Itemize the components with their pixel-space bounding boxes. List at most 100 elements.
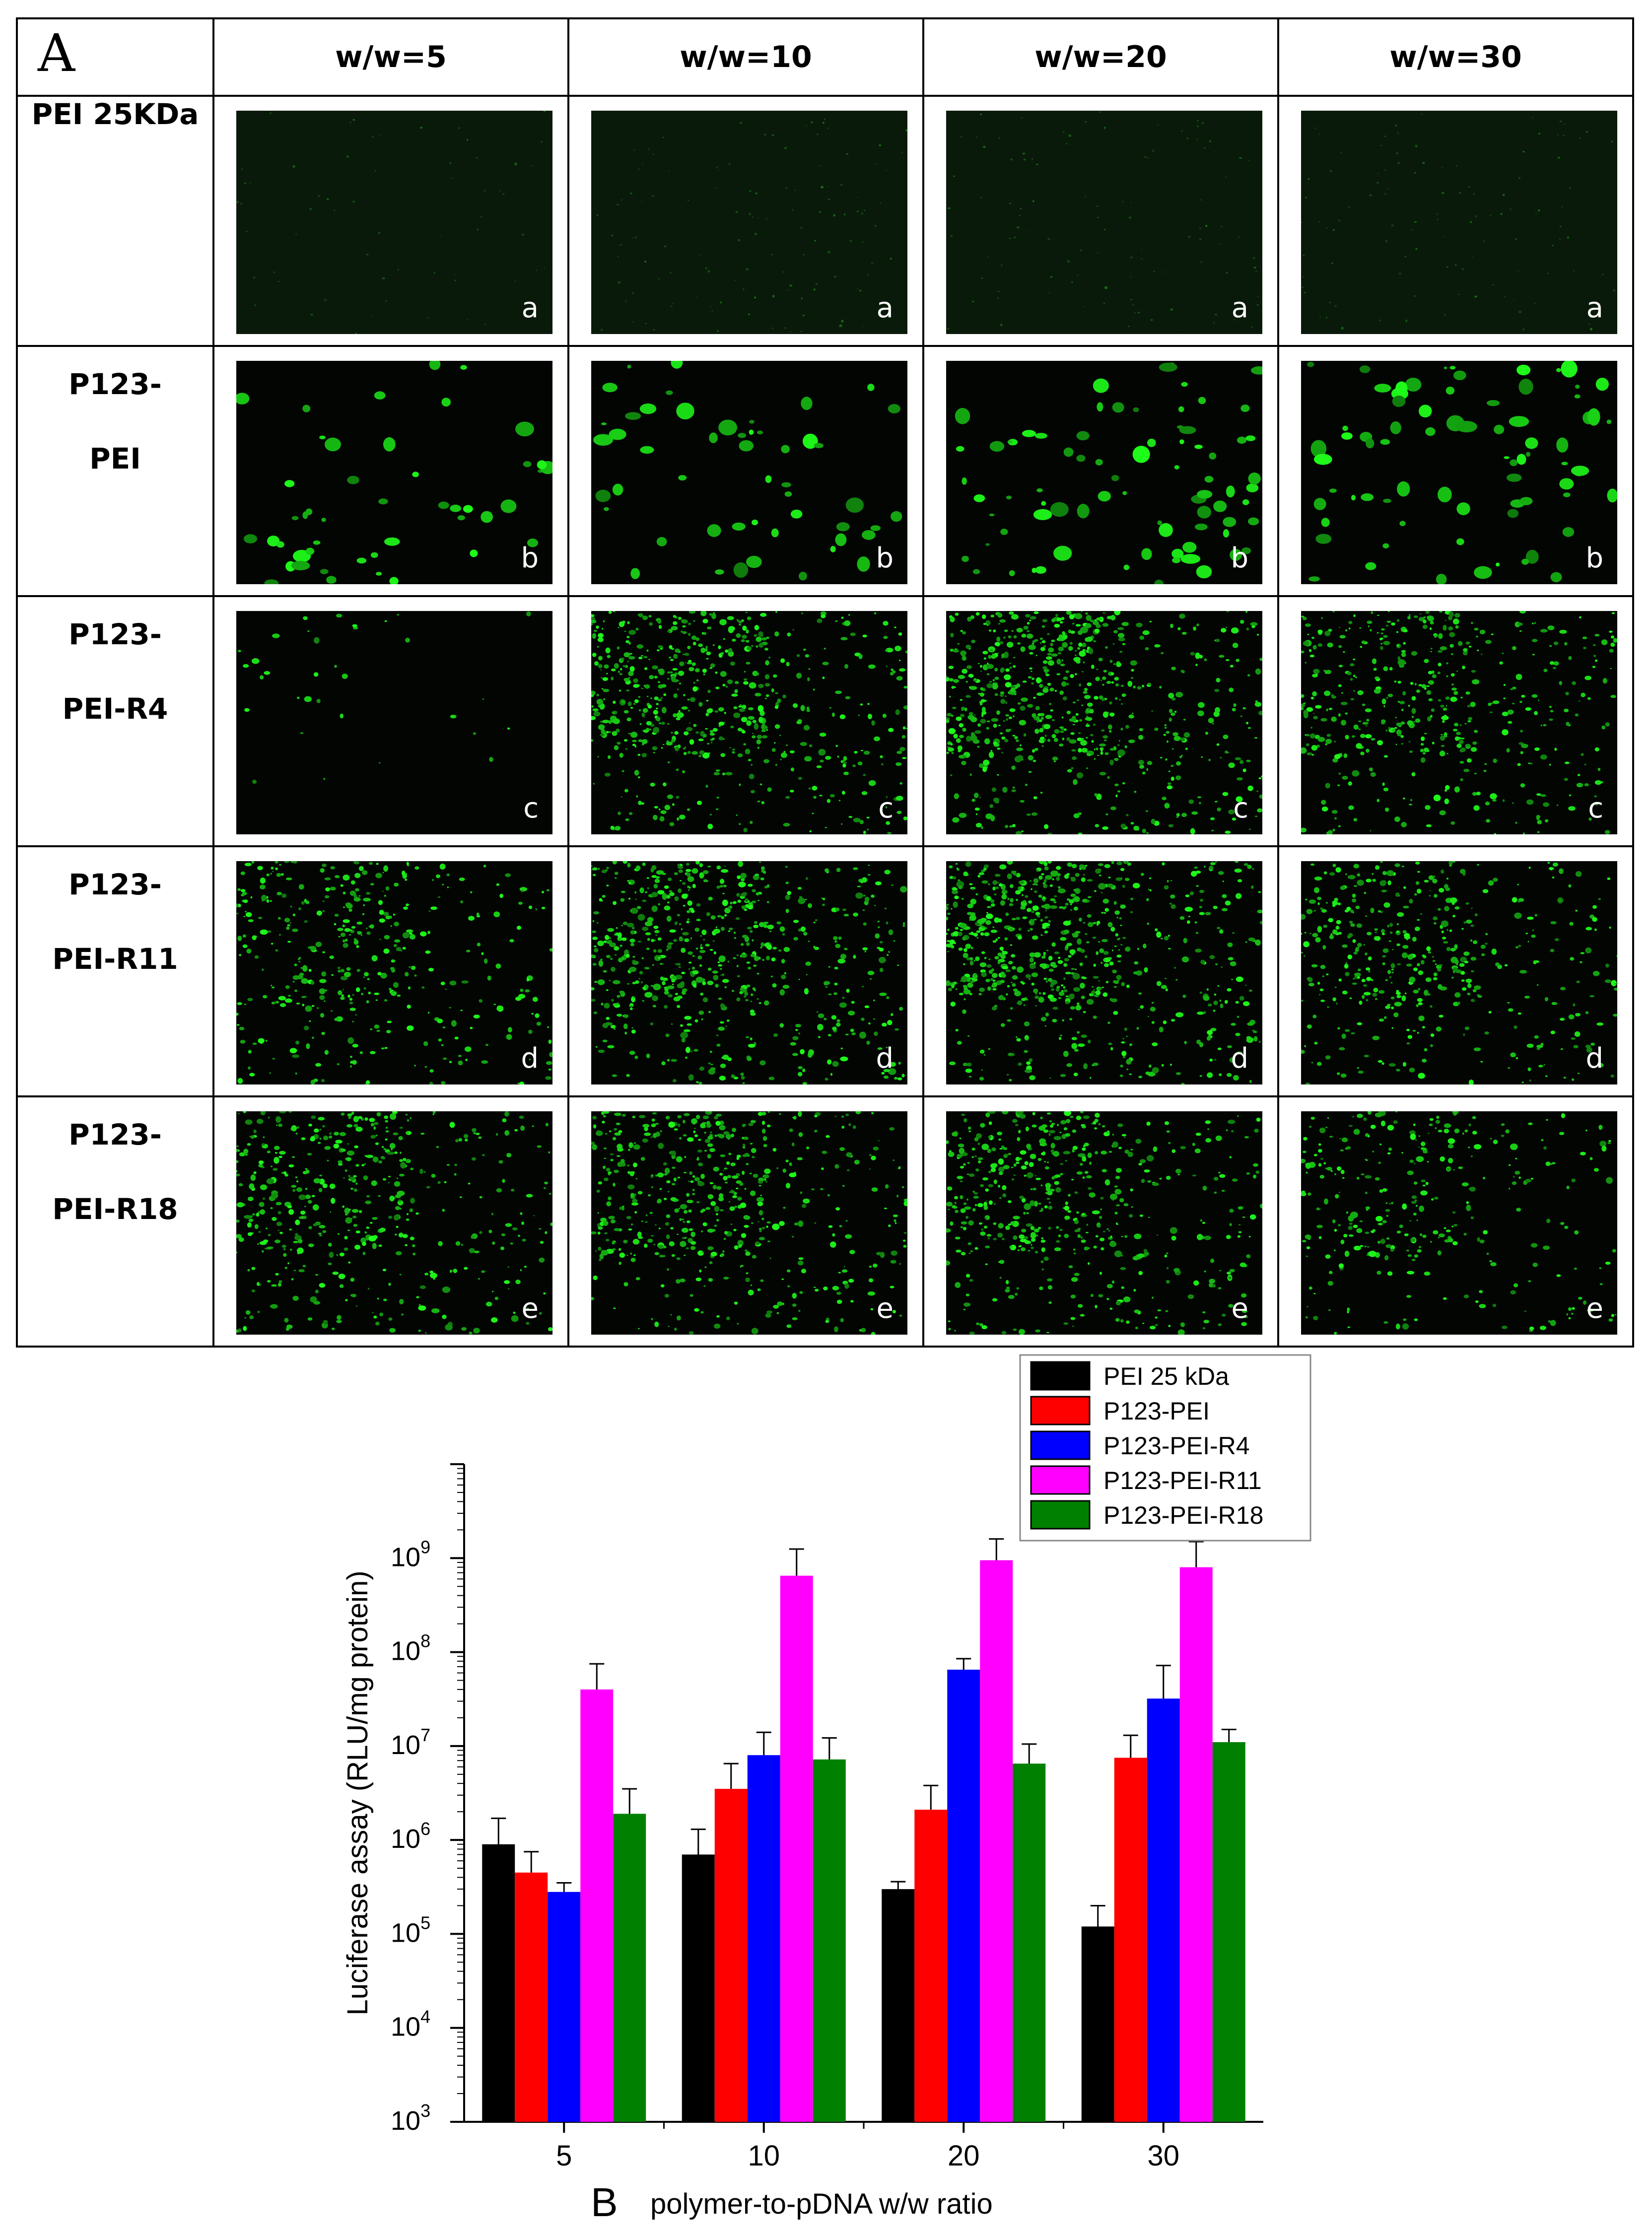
sub-panel-letter: b (1585, 542, 1603, 574)
micrograph-cell: b (567, 345, 924, 597)
legend-swatch (1030, 1465, 1091, 1495)
bar (1114, 1758, 1147, 2122)
micrograph-cell: e (922, 1095, 1279, 1348)
bar (714, 1789, 748, 2122)
micrograph-cell: d (922, 845, 1279, 1097)
column-header: w/w=5 (212, 17, 569, 97)
y-tick-label: 104 (391, 2007, 430, 2042)
fluorescence-micrograph: a (236, 111, 552, 334)
sub-panel-letter: b (1231, 542, 1248, 574)
fluorescence-micrograph: d (236, 861, 552, 1084)
column-header: w/w=20 (922, 17, 1279, 97)
sub-panel-letter: e (521, 1292, 539, 1325)
sub-panel-letter: a (876, 292, 894, 324)
sub-panel-letter: e (1231, 1292, 1248, 1325)
bar (813, 1759, 846, 2122)
bar (1147, 1698, 1180, 2122)
legend-swatch (1030, 1500, 1091, 1530)
micrograph-cell: a (567, 95, 924, 347)
micrograph-cell: a (922, 95, 1279, 347)
legend-swatch (1030, 1430, 1091, 1460)
x-tick-label: 30 (1147, 2140, 1179, 2172)
bar (1179, 1567, 1213, 2122)
micrograph-cell: d (567, 845, 924, 1097)
row-label: P123- PEI-R4 (16, 595, 214, 847)
panel-a-corner: A (16, 17, 214, 97)
sub-panel-letter: c (1588, 792, 1603, 824)
micrograph-cell: c (212, 595, 569, 847)
fluorescence-micrograph: c (946, 611, 1262, 834)
micrograph-cell: c (1277, 595, 1634, 847)
row-label: P123- PEI-R11 (16, 845, 214, 1097)
sub-panel-letter: e (1586, 1292, 1603, 1325)
legend-entry: P123-PEI (1103, 1397, 1210, 1425)
fluorescence-micrograph: c (591, 611, 907, 834)
bar (947, 1669, 980, 2122)
legend-swatch (1030, 1361, 1091, 1391)
bar (580, 1689, 614, 2122)
luciferase-bar-chart: 103 104 105 106 107 108 109 5 10 20 30 Luciferase a… (342, 1354, 1311, 2225)
micrograph-cell: d (1277, 845, 1634, 1097)
bar (1212, 1742, 1245, 2122)
bar (482, 1844, 515, 2122)
sub-panel-letter: b (521, 542, 539, 574)
y-tick-label: 109 (391, 1537, 430, 1572)
x-tick-label: 20 (948, 2140, 980, 2172)
bar (682, 1854, 715, 2122)
bar (980, 1560, 1013, 2122)
legend-entry: P123-PEI-R18 (1103, 1501, 1263, 1529)
micrograph-cell: b (922, 345, 1279, 597)
micrograph-cell: a (212, 95, 569, 347)
panel-b-label: B (591, 2180, 618, 2225)
fluorescence-micrograph: e (591, 1111, 907, 1335)
bar (882, 1889, 915, 2122)
bar (515, 1872, 548, 2122)
y-tick-label: 108 (391, 1631, 430, 1666)
fluorescence-micrograph: d (591, 861, 907, 1084)
micrograph-cell: e (212, 1095, 569, 1348)
fluorescence-micrograph: d (1301, 861, 1617, 1084)
legend-swatch (1030, 1396, 1091, 1425)
bar (613, 1814, 646, 2122)
row-label: P123- PEI-R18 (16, 1095, 214, 1348)
bar (1081, 1926, 1114, 2122)
sub-panel-letter: b (876, 542, 894, 574)
legend-entry: P123-PEI-R11 (1103, 1467, 1262, 1494)
row-label: PEI 25KDa (16, 95, 214, 347)
bar (548, 1892, 581, 2122)
legend-entry: PEI 25 kDa (1103, 1362, 1229, 1390)
y-tick-label: 105 (391, 1912, 430, 1948)
micrograph-cell: b (1277, 345, 1634, 597)
y-tick-label: 107 (391, 1725, 430, 1760)
fluorescence-micrograph: e (946, 1111, 1262, 1335)
y-tick-label: 103 (391, 2100, 430, 2136)
micrograph-cell: e (1277, 1095, 1634, 1348)
sub-panel-letter: c (523, 792, 539, 824)
microscopy-panel: A w/w=5 w/w=10 w/w=20 w/w=30 PEI 25KDa a… (16, 17, 1634, 1348)
micrograph-cell: b (212, 345, 569, 597)
micrograph-cell: d (212, 845, 569, 1097)
fluorescence-micrograph: c (1301, 611, 1617, 834)
bar (914, 1810, 948, 2122)
bar (747, 1755, 780, 2122)
x-tick-label: 10 (748, 2140, 780, 2172)
micrograph-cell: e (567, 1095, 924, 1348)
y-tick-label: 106 (391, 1819, 430, 1854)
sub-panel-letter: d (521, 1042, 539, 1075)
row-label: P123- PEI (16, 345, 214, 597)
fluorescence-micrograph: e (1301, 1111, 1617, 1335)
fluorescence-micrograph: a (1301, 111, 1617, 334)
x-tick-label: 5 (556, 2140, 572, 2172)
sub-panel-letter: a (521, 292, 539, 324)
sub-panel-letter: d (876, 1042, 894, 1075)
fluorescence-micrograph: c (236, 611, 552, 834)
fluorescence-micrograph: b (236, 361, 552, 584)
micrograph-cell: a (1277, 95, 1634, 347)
fluorescence-micrograph: b (946, 361, 1262, 584)
bar (780, 1575, 813, 2122)
sub-panel-letter: a (1231, 292, 1248, 324)
column-header: w/w=30 (1277, 17, 1634, 97)
fluorescence-micrograph: b (591, 361, 907, 584)
fluorescence-micrograph: d (946, 861, 1262, 1084)
sub-panel-letter: c (1233, 792, 1248, 824)
